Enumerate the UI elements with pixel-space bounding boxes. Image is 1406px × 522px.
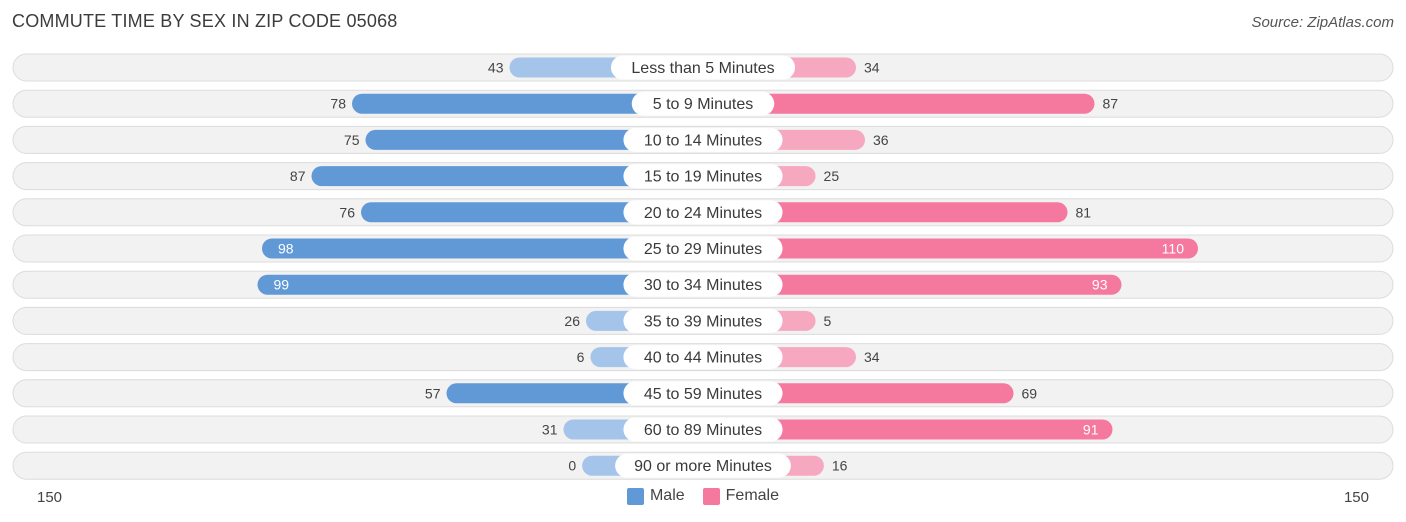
axis-left-label: 150 bbox=[37, 489, 63, 506]
male-value-label: 99 bbox=[274, 277, 290, 293]
male-bar bbox=[311, 166, 703, 187]
male-value-label: 75 bbox=[344, 132, 360, 148]
female-bar bbox=[703, 202, 1068, 223]
male-bar bbox=[257, 274, 703, 295]
female-value-label: 16 bbox=[832, 458, 848, 474]
category-label-bg bbox=[623, 381, 783, 406]
female-value-label: 110 bbox=[1162, 241, 1185, 257]
female-value-label: 81 bbox=[1076, 204, 1092, 220]
category-label: 30 to 34 Minutes bbox=[644, 277, 762, 294]
male-bar bbox=[361, 202, 703, 223]
legend-item-female[interactable]: Female bbox=[702, 487, 780, 505]
category-label: 5 to 9 Minutes bbox=[653, 96, 754, 113]
male-value-label: 57 bbox=[425, 385, 441, 401]
male-value-label: 6 bbox=[577, 349, 585, 365]
male-value-label: 78 bbox=[330, 96, 346, 112]
legend-label-female: Female bbox=[725, 487, 780, 504]
female-value-label: 87 bbox=[1103, 96, 1119, 112]
legend-item-male[interactable]: Male bbox=[626, 487, 685, 505]
female-bar bbox=[703, 238, 1198, 259]
category-label-bg bbox=[623, 236, 783, 261]
category-label-bg bbox=[623, 164, 783, 189]
male-value-label: 0 bbox=[568, 458, 576, 474]
male-value-label: 31 bbox=[542, 422, 558, 438]
male-value-label: 26 bbox=[564, 313, 580, 329]
category-label-bg bbox=[623, 272, 783, 297]
male-value-label: 87 bbox=[290, 168, 306, 184]
legend-label-male: Male bbox=[649, 487, 685, 504]
female-value-label: 93 bbox=[1092, 277, 1108, 293]
category-label-bg bbox=[610, 55, 796, 80]
female-bar bbox=[703, 93, 1095, 114]
category-label: 45 to 59 Minutes bbox=[644, 386, 762, 403]
source-note: Source: ZipAtlas.com bbox=[1251, 14, 1394, 31]
category-label-bg bbox=[623, 417, 783, 442]
male-value-label: 76 bbox=[339, 204, 355, 220]
category-label: 60 to 89 Minutes bbox=[644, 422, 762, 439]
female-value-label: 91 bbox=[1083, 422, 1099, 438]
female-value-label: 34 bbox=[864, 349, 880, 365]
female-value-label: 69 bbox=[1022, 385, 1038, 401]
female-value-label: 25 bbox=[824, 168, 840, 184]
female-bar bbox=[703, 274, 1122, 295]
category-label-bg bbox=[623, 308, 783, 333]
category-label: 35 to 39 Minutes bbox=[644, 313, 762, 330]
legend-swatch-male bbox=[626, 487, 644, 505]
category-label: Less than 5 Minutes bbox=[631, 60, 774, 77]
category-label-bg bbox=[623, 127, 783, 152]
category-label-bg bbox=[615, 453, 791, 478]
male-bar bbox=[365, 129, 703, 150]
category-label-bg bbox=[631, 91, 775, 116]
chart-svg: Less than 5 Minutes 43 34 5 to 9 Minutes 78 8… bbox=[12, 53, 1394, 480]
female-bar bbox=[703, 419, 1113, 440]
chart-title: COMMUTE TIME BY SEX IN ZIP CODE 05068 bbox=[12, 11, 398, 31]
male-bar bbox=[352, 93, 703, 114]
category-label-bg bbox=[623, 345, 783, 370]
axis-right-label: 150 bbox=[1343, 489, 1369, 506]
male-value-label: 98 bbox=[278, 241, 294, 257]
category-label: 15 to 19 Minutes bbox=[644, 169, 762, 186]
category-label: 25 to 29 Minutes bbox=[644, 241, 762, 258]
legend-swatch-female bbox=[702, 487, 720, 505]
male-value-label: 43 bbox=[488, 60, 504, 76]
legend: Male Female bbox=[0, 487, 1406, 505]
category-label: 10 to 14 Minutes bbox=[644, 132, 762, 149]
female-value-label: 34 bbox=[864, 60, 880, 76]
category-label-bg bbox=[623, 200, 783, 225]
category-label: 90 or more Minutes bbox=[634, 458, 772, 475]
male-bar bbox=[262, 238, 703, 259]
female-value-label: 36 bbox=[873, 132, 889, 148]
category-label: 40 to 44 Minutes bbox=[644, 350, 762, 367]
category-label: 20 to 24 Minutes bbox=[644, 205, 762, 222]
female-value-label: 5 bbox=[824, 313, 832, 329]
